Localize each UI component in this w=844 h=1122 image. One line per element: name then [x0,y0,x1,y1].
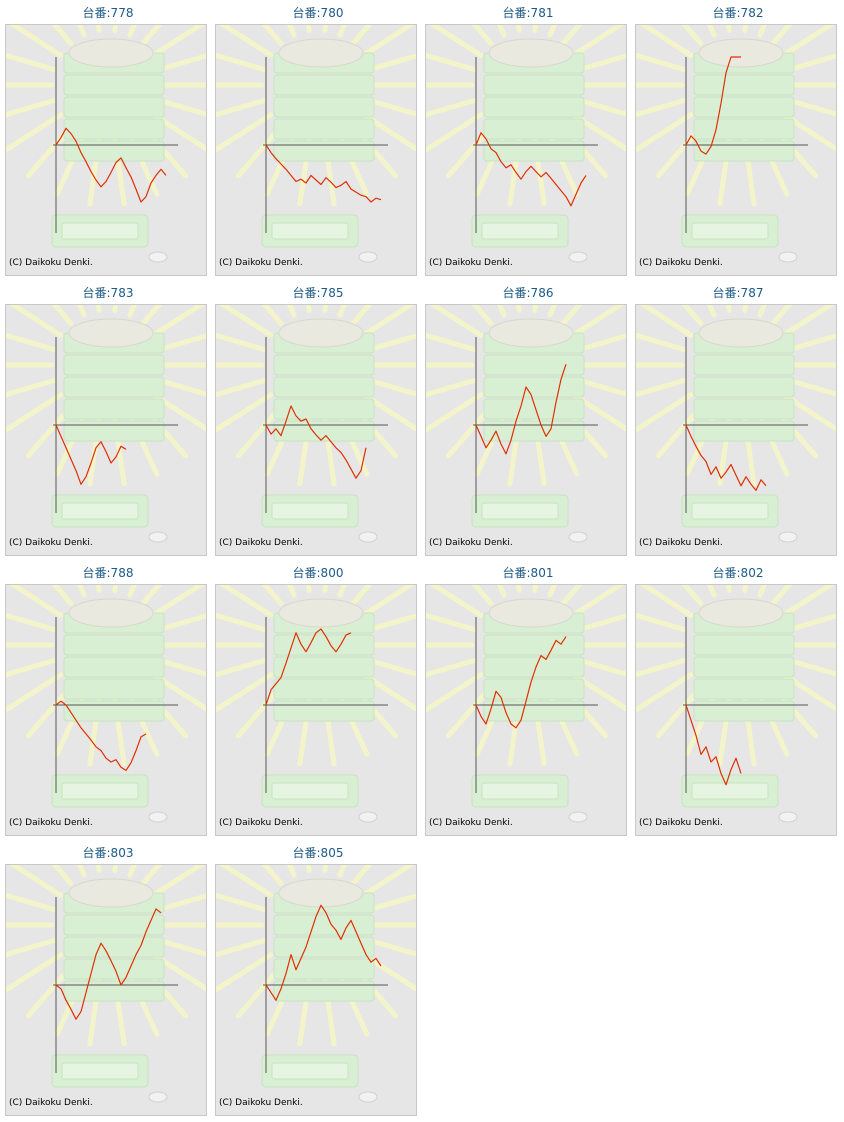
chart-title: 台番:800 [292,566,344,580]
chart-cell: 台番:785 (C) Daikoku Denki. [215,280,421,556]
background-art [636,305,836,543]
series-line [475,636,567,729]
copyright-text: (C) Daikoku Denki. [639,818,723,828]
series-line [265,405,367,479]
background-art [216,305,416,543]
series-line [685,56,741,155]
chart-title: 台番:788 [82,566,134,580]
copyright-text: (C) Daikoku Denki. [9,818,93,828]
series-line [55,700,147,771]
series-line [265,144,382,203]
background-art [6,25,206,263]
chart-panel: (C) Daikoku Denki. [635,24,837,276]
chart-panel: (C) Daikoku Denki. [425,584,627,836]
chart-cell: 台番:783 (C) Daikoku Denki. [5,280,211,556]
chart-cell: 台番:800 (C) Daikoku Denki. [215,560,421,836]
series-line [55,424,127,485]
chart-svg [6,865,206,1103]
background-art [636,585,836,823]
chart-cell: 台番:787 (C) Daikoku Denki. [635,280,841,556]
copyright-text: (C) Daikoku Denki. [429,258,513,268]
chart-title: 台番:801 [502,566,554,580]
chart-panel: (C) Daikoku Denki. [215,304,417,556]
chart-title: 台番:802 [712,566,764,580]
chart-cell: 台番:788 (C) Daikoku Denki. [5,560,211,836]
chart-panel: (C) Daikoku Denki. [425,304,627,556]
background-art [426,585,626,823]
chart-cell: 台番:778 (C) Daikoku Denki. [5,0,211,276]
series-line [475,364,567,455]
chart-cell: 台番:803 (C) Daikoku Denki. [5,840,211,1116]
chart-title: 台番:787 [712,286,764,300]
chart-panel: (C) Daikoku Denki. [215,584,417,836]
copyright-text: (C) Daikoku Denki. [9,258,93,268]
background-art [216,585,416,823]
chart-title: 台番:786 [502,286,554,300]
background-art [636,25,836,263]
chart-cell: 台番:782 (C) Daikoku Denki. [635,0,841,276]
series-line [685,424,767,491]
chart-svg [216,865,416,1103]
chart-title: 台番:803 [82,846,134,860]
chart-panel: (C) Daikoku Denki. [5,24,207,276]
chart-title: 台番:781 [502,6,554,20]
chart-svg [216,585,416,823]
chart-title: 台番:780 [292,6,344,20]
copyright-text: (C) Daikoku Denki. [429,818,513,828]
chart-svg [216,25,416,263]
chart-title: 台番:805 [292,846,344,860]
background-art [6,865,206,1103]
chart-panel: (C) Daikoku Denki. [215,864,417,1116]
chart-svg [426,305,626,543]
chart-cell: 台番:805 (C) Daikoku Denki. [215,840,421,1116]
chart-title: 台番:778 [82,6,134,20]
chart-cell: 台番:802 (C) Daikoku Denki. [635,560,841,836]
background-art [426,25,626,263]
copyright-text: (C) Daikoku Denki. [219,1098,303,1108]
chart-svg [636,305,836,543]
chart-panel: (C) Daikoku Denki. [5,864,207,1116]
chart-panel: (C) Daikoku Denki. [635,304,837,556]
copyright-text: (C) Daikoku Denki. [9,1098,93,1108]
copyright-text: (C) Daikoku Denki. [219,818,303,828]
chart-panel: (C) Daikoku Denki. [635,584,837,836]
chart-panel: (C) Daikoku Denki. [5,304,207,556]
copyright-text: (C) Daikoku Denki. [219,258,303,268]
background-art [216,25,416,263]
series-line [265,904,382,1001]
copyright-text: (C) Daikoku Denki. [639,538,723,548]
chart-svg [6,305,206,543]
chart-cell: 台番:781 (C) Daikoku Denki. [425,0,631,276]
chart-panel: (C) Daikoku Denki. [425,24,627,276]
chart-title: 台番:785 [292,286,344,300]
copyright-text: (C) Daikoku Denki. [639,258,723,268]
chart-cell: 台番:786 (C) Daikoku Denki. [425,280,631,556]
background-art [216,865,416,1103]
copyright-text: (C) Daikoku Denki. [219,538,303,548]
chart-svg [6,25,206,263]
chart-cell: 台番:780 (C) Daikoku Denki. [215,0,421,276]
series-line [685,704,742,786]
chart-svg [426,25,626,263]
background-art [6,585,206,823]
chart-svg [216,305,416,543]
chart-panel: (C) Daikoku Denki. [215,24,417,276]
chart-cell: 台番:801 (C) Daikoku Denki. [425,560,631,836]
chart-title: 台番:783 [82,286,134,300]
series-line [265,628,352,706]
series-line [55,908,162,1020]
series-line [475,132,587,207]
background-art [6,305,206,543]
chart-title: 台番:782 [712,6,764,20]
chart-svg [6,585,206,823]
chart-svg [636,585,836,823]
chart-svg [426,585,626,823]
copyright-text: (C) Daikoku Denki. [429,538,513,548]
series-line [55,127,167,203]
copyright-text: (C) Daikoku Denki. [9,538,93,548]
background-art [426,305,626,543]
chart-panel: (C) Daikoku Denki. [5,584,207,836]
chart-svg [636,25,836,263]
